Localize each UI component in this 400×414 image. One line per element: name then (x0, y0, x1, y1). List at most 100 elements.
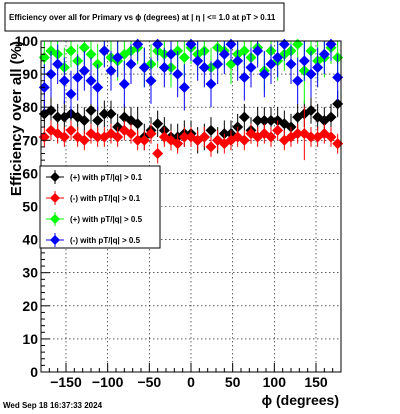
x-tick-label: 50 (225, 374, 241, 390)
data-point (205, 78, 217, 90)
data-point (292, 75, 304, 87)
data-point (305, 105, 317, 117)
data-point (205, 124, 217, 136)
data-point (272, 52, 284, 64)
data-point (152, 38, 164, 50)
data-point (92, 131, 104, 143)
data-point (305, 68, 317, 80)
data-point (212, 58, 224, 70)
x-tick-label: 150 (304, 374, 328, 390)
series-3 (38, 38, 344, 118)
data-point (285, 58, 297, 70)
data-point (238, 71, 250, 83)
legend-entries: (+) with pT/|q| > 0.1 (-) with pT/|q| > 0… (46, 170, 143, 247)
data-point (112, 52, 124, 64)
data-point (45, 105, 57, 117)
legend-label: (-) with pT/|q| > 0.5 (70, 236, 141, 245)
data-point (178, 52, 190, 64)
data-point (52, 111, 64, 123)
legend-box (39, 165, 161, 249)
data-point (132, 38, 144, 50)
data-point (152, 148, 164, 160)
legend-marker (50, 214, 60, 224)
data-point (118, 78, 130, 90)
data-point (85, 48, 97, 60)
data-point (178, 81, 190, 93)
data-point (125, 128, 137, 140)
y-tick-label: 50 (22, 199, 38, 215)
data-point (138, 61, 150, 73)
data-point (65, 88, 77, 100)
x-tick-label: −150 (50, 374, 82, 390)
data-point (78, 42, 90, 54)
data-point (45, 68, 57, 80)
data-point (145, 75, 157, 87)
data-point (332, 138, 344, 150)
data-point (58, 75, 70, 87)
data-point (305, 131, 317, 143)
data-point (238, 45, 250, 57)
data-point (225, 38, 237, 50)
data-point (198, 61, 210, 73)
legend-marker (50, 235, 60, 245)
data-point (232, 55, 244, 67)
data-point (272, 124, 284, 136)
data-point (112, 131, 124, 143)
data-point (85, 75, 97, 87)
data-point (238, 111, 250, 123)
data-point (252, 45, 264, 57)
data-point (92, 114, 104, 126)
legend-label: (+) with pT/|q| > 0.5 (70, 215, 143, 224)
data-point (38, 52, 50, 64)
data-point (192, 55, 204, 67)
data-point (165, 48, 177, 60)
data-point (78, 134, 90, 146)
x-tick-label: 0 (187, 374, 195, 390)
data-point (172, 138, 184, 150)
x-tick-label: 100 (263, 374, 287, 390)
data-point (78, 114, 90, 126)
legend-label: (-) with pT/|q| > 0.1 (70, 194, 141, 203)
data-point (292, 38, 304, 50)
x-axis-title: ϕ (degrees) (262, 392, 339, 408)
data-point (265, 58, 277, 70)
data-point (258, 114, 270, 126)
legend-marker (50, 193, 60, 203)
y-tick-label: 30 (22, 265, 38, 281)
data-point (65, 124, 77, 136)
chart-title: Efficiency over all for Primary vs ϕ (de… (9, 13, 276, 22)
y-tick-label: 70 (22, 132, 38, 148)
legend-marker (50, 172, 60, 182)
y-tick-label: 0 (30, 364, 38, 380)
y-tick-label: 90 (22, 66, 38, 82)
data-point (38, 131, 50, 143)
data-point (125, 58, 137, 70)
data-point (138, 134, 150, 146)
legend-label: (+) with pT/|q| > 0.1 (70, 173, 143, 182)
data-point (78, 65, 90, 77)
data-point (105, 108, 117, 120)
y-tick-label: 60 (22, 165, 38, 181)
y-tick-label: 10 (22, 331, 38, 347)
data-point (258, 68, 270, 80)
series-1 (38, 107, 344, 164)
data-point (105, 65, 117, 77)
data-point (178, 131, 190, 143)
data-point (58, 131, 70, 143)
data-point (265, 131, 277, 143)
y-tick-label: 80 (22, 99, 38, 115)
data-point (145, 128, 157, 140)
data-point (185, 38, 197, 50)
legend: (+) with pT/|q| > 0.1 (-) with pT/|q| > 0… (39, 165, 161, 249)
data-point (252, 114, 264, 126)
data-point (65, 45, 77, 57)
data-point (332, 98, 344, 110)
y-tick-label: 20 (22, 298, 38, 314)
data-point (218, 48, 230, 60)
data-point (85, 105, 97, 117)
x-tick-label: −100 (92, 374, 124, 390)
y-tick-label: 40 (22, 232, 38, 248)
axes: 0 10 20 30 40 50 60 70 80 90 100 −150 −100 −50 0 50 100 1… (15, 33, 342, 390)
